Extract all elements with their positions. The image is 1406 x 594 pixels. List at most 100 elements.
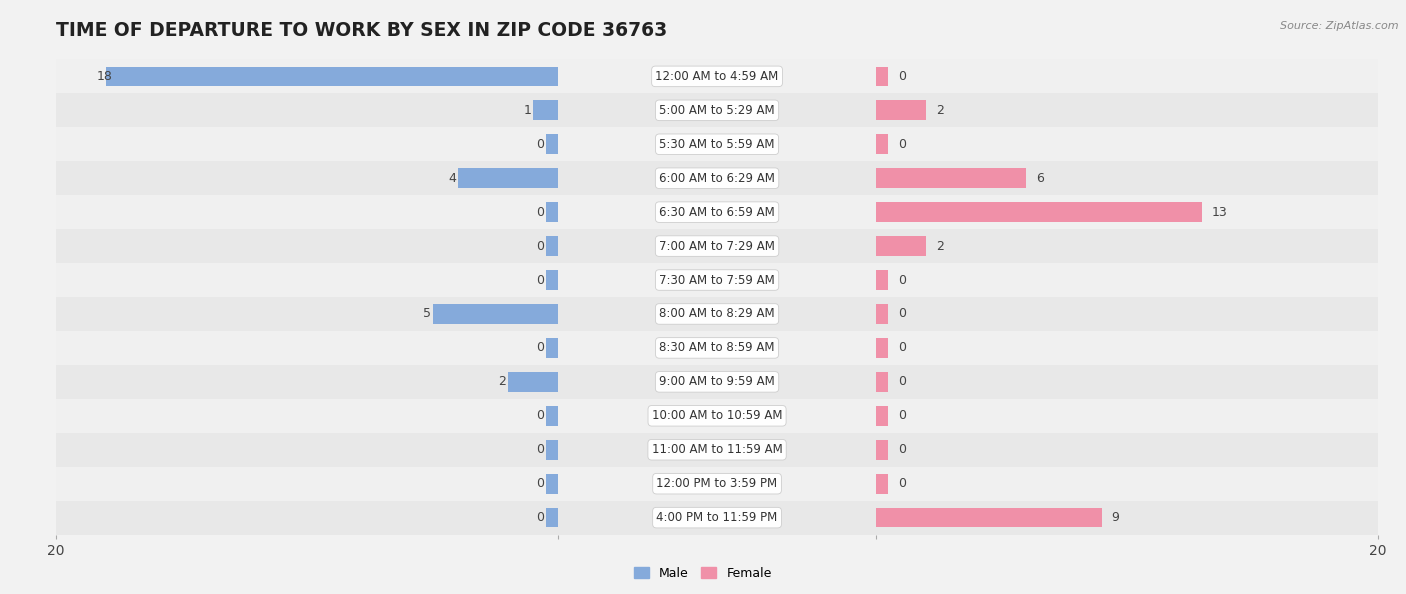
Bar [876,236,927,256]
Bar [458,168,558,188]
Bar [876,474,889,494]
Bar [558,399,876,433]
Text: 9:00 AM to 9:59 AM: 9:00 AM to 9:59 AM [659,375,775,388]
Text: 0: 0 [898,342,907,355]
Bar [56,365,558,399]
Text: 0: 0 [898,273,907,286]
Text: 2: 2 [498,375,506,388]
Bar [876,161,1378,195]
Bar [876,508,1102,527]
Bar [876,304,889,324]
Bar [558,93,876,127]
Text: 0: 0 [536,511,544,524]
Text: Source: ZipAtlas.com: Source: ZipAtlas.com [1281,21,1399,31]
Text: 0: 0 [898,375,907,388]
Bar [56,331,558,365]
Bar [558,229,876,263]
Text: 11:00 AM to 11:59 AM: 11:00 AM to 11:59 AM [652,443,782,456]
Text: 0: 0 [898,443,907,456]
Text: 6:00 AM to 6:29 AM: 6:00 AM to 6:29 AM [659,172,775,185]
Text: 1: 1 [523,104,531,117]
Text: 7:30 AM to 7:59 AM: 7:30 AM to 7:59 AM [659,273,775,286]
Bar [876,168,1026,188]
Text: 0: 0 [536,443,544,456]
Bar [876,440,889,460]
Bar [876,467,1378,501]
Bar [876,331,1378,365]
Bar [876,93,1378,127]
Bar [433,304,558,324]
Legend: Male, Female: Male, Female [630,562,776,584]
Text: 8:30 AM to 8:59 AM: 8:30 AM to 8:59 AM [659,342,775,355]
Bar [56,433,558,467]
Text: 0: 0 [898,409,907,422]
Text: 4: 4 [449,172,456,185]
Text: 0: 0 [898,138,907,151]
Bar [558,501,876,535]
Bar [876,297,1378,331]
Text: 0: 0 [536,206,544,219]
Bar [876,134,889,154]
Text: 12:00 PM to 3:59 PM: 12:00 PM to 3:59 PM [657,477,778,490]
Bar [56,195,558,229]
Bar [876,67,889,86]
Text: 13: 13 [1212,206,1227,219]
Bar [56,399,558,433]
Bar [876,406,889,426]
Bar [546,203,558,222]
Bar [876,399,1378,433]
Bar [56,161,558,195]
Bar [876,195,1378,229]
Bar [558,467,876,501]
Bar [56,297,558,331]
Bar [56,501,558,535]
Text: 9: 9 [1112,511,1119,524]
Bar [876,263,1378,297]
Bar [546,134,558,154]
Text: 0: 0 [536,239,544,252]
Text: 0: 0 [536,273,544,286]
Text: 12:00 AM to 4:59 AM: 12:00 AM to 4:59 AM [655,70,779,83]
Text: 5:30 AM to 5:59 AM: 5:30 AM to 5:59 AM [659,138,775,151]
Bar [558,297,876,331]
Text: 4:00 PM to 11:59 PM: 4:00 PM to 11:59 PM [657,511,778,524]
Bar [546,440,558,460]
Text: 2: 2 [936,104,943,117]
Text: 0: 0 [536,342,544,355]
Bar [558,365,876,399]
Bar [56,93,558,127]
Bar [558,127,876,161]
Bar [876,433,1378,467]
Bar [508,372,558,391]
Bar [56,59,558,93]
Bar [56,229,558,263]
Bar [876,372,889,391]
Bar [546,236,558,256]
Bar [558,161,876,195]
Text: 0: 0 [536,409,544,422]
Bar [546,508,558,527]
Bar [546,474,558,494]
Bar [546,338,558,358]
Text: 0: 0 [898,477,907,490]
Text: TIME OF DEPARTURE TO WORK BY SEX IN ZIP CODE 36763: TIME OF DEPARTURE TO WORK BY SEX IN ZIP … [56,21,668,40]
Bar [558,433,876,467]
Bar [533,100,558,120]
Bar [876,100,927,120]
Bar [876,501,1378,535]
Text: 18: 18 [97,70,112,83]
Bar [56,467,558,501]
Bar [107,67,558,86]
Text: 0: 0 [536,138,544,151]
Bar [558,59,876,93]
Bar [558,263,876,297]
Bar [876,338,889,358]
Bar [56,263,558,297]
Bar [876,229,1378,263]
Text: 0: 0 [898,70,907,83]
Text: 5:00 AM to 5:29 AM: 5:00 AM to 5:29 AM [659,104,775,117]
Text: 0: 0 [536,477,544,490]
Text: 6: 6 [1036,172,1045,185]
Bar [546,270,558,290]
Text: 10:00 AM to 10:59 AM: 10:00 AM to 10:59 AM [652,409,782,422]
